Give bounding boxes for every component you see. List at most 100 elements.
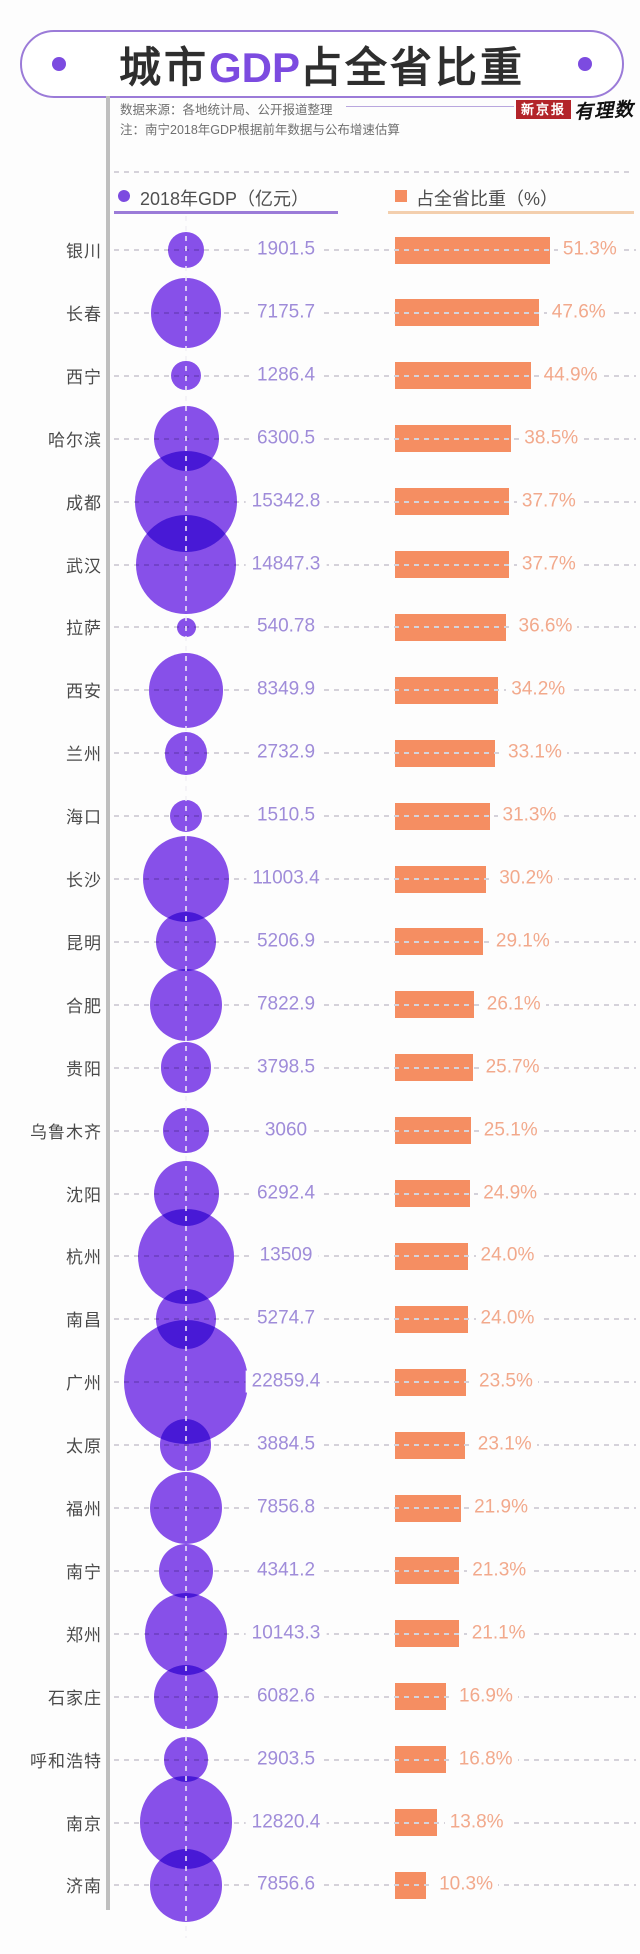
share-value: 29.1% <box>490 930 555 953</box>
source-connector-line <box>346 106 514 107</box>
gdp-value: 2903.5 <box>250 1748 322 1771</box>
row-dashed-line <box>114 1821 636 1824</box>
city-row: 哈尔滨 6300.5 38.5% <box>0 406 640 472</box>
city-label: 济南 <box>66 1877 102 1897</box>
row-dashed-line <box>114 500 636 503</box>
row-dashed-line <box>114 1695 636 1698</box>
city-label: 南宁 <box>66 1562 102 1582</box>
share-value: 38.5% <box>519 427 584 450</box>
city-row: 南宁 4341.2 21.3% <box>0 1539 640 1602</box>
gdp-value: 7856.8 <box>250 1496 322 1519</box>
share-value: 23.5% <box>474 1370 538 1393</box>
city-row: 武汉 14847.3 37.7% <box>0 514 640 615</box>
youlishu-logo: 有理数 <box>573 98 635 124</box>
gdp-value: 6082.6 <box>250 1685 322 1708</box>
gdp-value: 14847.3 <box>245 553 327 576</box>
city-label: 成都 <box>66 493 102 513</box>
city-label: 哈尔滨 <box>48 430 102 450</box>
city-row: 银川 1901.5 51.3% <box>0 219 640 282</box>
city-label: 兰州 <box>66 745 102 765</box>
share-value: 10.3% <box>434 1873 498 1896</box>
gdp-value: 10143.3 <box>245 1622 327 1645</box>
city-row: 乌鲁木齐 3060 25.1% <box>0 1099 640 1162</box>
gdp-value: 6300.5 <box>250 427 322 450</box>
city-label: 银川 <box>66 242 102 261</box>
city-label: 昆明 <box>66 933 102 953</box>
gdp-value: 6292.4 <box>250 1182 322 1205</box>
city-row: 海口 1510.5 31.3% <box>0 785 640 848</box>
share-value: 21.9% <box>469 1496 533 1519</box>
city-row: 杭州 13509 24.0% <box>0 1208 640 1304</box>
gdp-value: 1510.5 <box>250 804 322 827</box>
city-label: 合肥 <box>66 996 102 1016</box>
city-row: 西安 8349.9 34.2% <box>0 652 640 728</box>
row-dashed-line <box>114 1192 636 1195</box>
row-dashed-line <box>114 1569 636 1572</box>
city-label: 杭州 <box>66 1248 102 1268</box>
row-dashed-line <box>114 1758 636 1761</box>
gdp-value: 3798.5 <box>250 1056 322 1079</box>
row-dashed-line <box>114 878 636 880</box>
city-row: 贵阳 3798.5 25.7% <box>0 1036 640 1099</box>
share-value: 33.1% <box>503 741 567 764</box>
row-dashed-line <box>114 1129 636 1132</box>
city-label: 福州 <box>66 1500 102 1519</box>
share-value: 44.9% <box>538 364 603 387</box>
city-row: 南昌 5274.7 24.0% <box>0 1288 640 1351</box>
gdp-value: 11003.4 <box>246 867 326 890</box>
title-prefix: 城市 <box>118 43 209 91</box>
city-label: 石家庄 <box>48 1688 102 1708</box>
gdp-value: 5206.9 <box>250 930 322 953</box>
share-value: 24.9% <box>478 1182 543 1205</box>
city-label: 沈阳 <box>66 1185 102 1205</box>
row-dashed-line <box>114 1066 636 1069</box>
share-value: 24.0% <box>475 1307 540 1330</box>
city-row: 拉萨 540.78 36.6% <box>0 596 640 659</box>
city-row: 合肥 7822.9 26.1% <box>0 968 640 1041</box>
city-row: 济南 7856.6 10.3% <box>0 1849 640 1922</box>
city-row: 呼和浩特 2903.5 16.8% <box>0 1728 640 1791</box>
row-dashed-line <box>114 752 636 755</box>
share-value: 24.0% <box>475 1244 540 1267</box>
share-value: 36.6% <box>513 615 578 638</box>
gdp-value: 4341.2 <box>250 1559 322 1582</box>
title-banner: 城市GDP占全省比重 <box>20 30 624 98</box>
row-dashed-line <box>114 1507 636 1509</box>
gdp-value: 540.78 <box>250 615 322 638</box>
legend-share-underline <box>388 211 634 214</box>
share-value: 37.7% <box>516 490 581 513</box>
row-dashed-line <box>114 1318 636 1321</box>
gdp-value: 7822.9 <box>250 993 322 1016</box>
city-label: 广州 <box>66 1374 102 1394</box>
share-value: 31.3% <box>497 804 562 827</box>
gdp-value: 2732.9 <box>250 741 322 764</box>
city-label: 呼和浩特 <box>30 1751 102 1771</box>
share-value: 23.1% <box>472 1433 537 1456</box>
banner-dot-right-icon <box>578 57 592 71</box>
city-row: 长沙 11003.4 30.2% <box>0 836 640 922</box>
publisher-branding: 新京报 有理数 <box>515 96 635 124</box>
row-dashed-line <box>114 815 636 818</box>
city-row: 太原 3884.5 23.1% <box>0 1414 640 1477</box>
city-label: 南京 <box>66 1814 102 1834</box>
city-label: 南昌 <box>66 1311 102 1331</box>
share-value: 51.3% <box>557 238 622 261</box>
title-suffix: 占全省比重 <box>300 43 526 91</box>
city-row: 郑州 10143.3 21.1% <box>0 1592 640 1676</box>
share-value: 16.9% <box>454 1685 518 1708</box>
share-value: 30.2% <box>494 867 559 890</box>
legend-share-square-icon <box>395 190 407 202</box>
city-row: 昆明 5206.9 29.1% <box>0 910 640 973</box>
city-row: 西宁 1286.4 44.9% <box>0 344 640 407</box>
gdp-value: 5274.7 <box>250 1307 322 1330</box>
row-dashed-line <box>114 940 636 943</box>
city-row: 南京 12820.4 13.8% <box>0 1776 640 1869</box>
share-value: 47.6% <box>546 301 611 324</box>
row-dashed-line <box>114 1632 636 1635</box>
row-dashed-line <box>114 249 636 251</box>
city-label: 西宁 <box>66 367 102 387</box>
city-label: 长春 <box>66 304 102 324</box>
share-value: 34.2% <box>506 678 571 701</box>
city-row: 福州 7856.8 21.9% <box>0 1471 640 1545</box>
